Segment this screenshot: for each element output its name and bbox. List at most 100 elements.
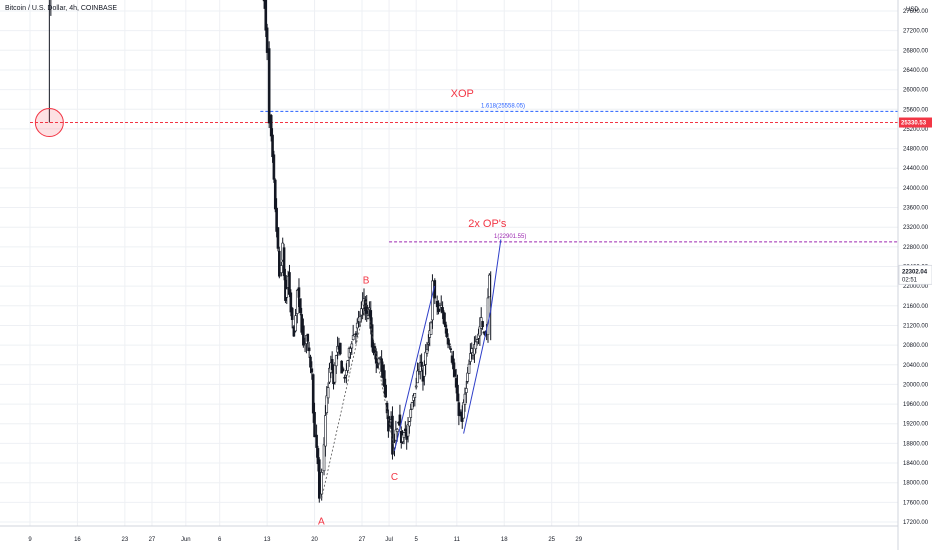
double-op-label: 2x OP's	[468, 218, 507, 230]
candle-body	[358, 316, 362, 323]
price-axis-unit: USD	[906, 7, 919, 13]
candle-body	[334, 355, 338, 367]
y-tick-label: 27200.00	[903, 29, 929, 35]
candle-body	[466, 372, 469, 382]
x-tick-label: 11	[454, 537, 461, 543]
y-tick-label: 22000.00	[903, 284, 929, 290]
candle-body	[354, 333, 358, 335]
x-tick-label: 16	[74, 537, 81, 543]
y-tick-label: 26400.00	[903, 68, 929, 74]
candle-body	[269, 115, 273, 137]
candle-body	[404, 428, 407, 432]
candle-body	[370, 324, 374, 348]
candle-body	[285, 288, 289, 298]
grid	[0, 0, 898, 526]
x-tick-label: 29	[575, 537, 582, 543]
x-tick-label: 20	[311, 537, 318, 543]
candle-body	[475, 339, 479, 343]
channel-2-extension	[490, 239, 502, 311]
candle-body	[427, 342, 430, 345]
symbol-title[interactable]: Bitcoin / U.S. Dollar, 4h, COINBASE	[5, 5, 118, 12]
candle-body	[420, 361, 423, 367]
candle-body	[306, 333, 310, 342]
candle-body	[315, 434, 318, 448]
candle-body	[300, 314, 303, 333]
wave-c-label: C	[391, 472, 398, 483]
price-tags: 25330.53 22302.04 02:51	[898, 117, 932, 285]
drawings: A B C XOP 2x OP's	[318, 88, 507, 527]
candle-body	[341, 368, 345, 371]
y-tick-label: 20000.00	[903, 382, 929, 388]
candle-body	[302, 325, 305, 346]
candle-body	[425, 349, 429, 354]
circle-marker	[34, 108, 64, 138]
y-tick-label: 18800.00	[903, 441, 929, 447]
candle-body	[449, 348, 453, 350]
candle-body	[288, 272, 291, 295]
y-tick-label: 23200.00	[903, 225, 929, 231]
y-tick-label: 24000.00	[903, 186, 929, 192]
candle-body	[276, 227, 280, 249]
candle-body	[465, 388, 468, 393]
xop-label-text: 1.618(25558.05)	[481, 103, 525, 109]
candle-body	[359, 308, 363, 316]
candle-body	[351, 335, 355, 341]
candle-body	[456, 384, 459, 402]
candle-body	[413, 392, 417, 398]
y-tick-label: 25200.00	[903, 127, 929, 133]
candle-body	[431, 280, 434, 321]
candle-body	[299, 298, 302, 314]
candle-body	[423, 365, 426, 377]
candle-body	[338, 342, 342, 355]
x-tick-label: 6	[218, 537, 222, 543]
candle-body	[469, 353, 472, 362]
x-tick-label: 25	[548, 537, 555, 543]
candle-body	[444, 321, 447, 328]
candle-body	[326, 387, 330, 399]
candle-body	[462, 402, 465, 419]
y-tick-label: 26800.00	[903, 48, 929, 54]
xop-label: XOP	[451, 88, 474, 100]
y-tick-label: 17600.00	[903, 500, 929, 506]
candle-body	[445, 328, 448, 337]
price-axis-ticks[interactable]: 27600.00 27200.00 26800.00 26400.00 26000.00…	[903, 9, 929, 526]
candle-body	[267, 48, 271, 124]
candle-body	[346, 360, 350, 371]
candle-body	[320, 472, 323, 495]
candle-body	[452, 358, 455, 370]
y-tick-label: 21600.00	[903, 304, 929, 310]
y-tick-label: 22800.00	[903, 245, 929, 251]
candle-body	[324, 415, 327, 447]
candle-body	[307, 347, 311, 352]
candle-body	[414, 385, 418, 388]
candle-body	[295, 289, 299, 314]
candle-body	[463, 393, 467, 405]
y-tick-label: 18400.00	[903, 461, 929, 467]
candle-body	[273, 179, 277, 210]
candle-body	[271, 134, 274, 158]
y-tick-label: 21200.00	[903, 323, 929, 329]
candle-body	[292, 326, 296, 337]
candle-body	[275, 207, 278, 232]
countdown-tag-text: 02:51	[902, 277, 918, 283]
candle-body	[482, 331, 486, 334]
candle-body	[402, 432, 406, 438]
candle-body	[409, 409, 413, 418]
zigzag-segment	[321, 300, 367, 499]
candle-body	[294, 315, 297, 332]
candle-body	[383, 370, 386, 387]
marked-level-tag-text: 25330.53	[901, 121, 927, 127]
candle-body	[488, 274, 491, 298]
candle-body	[309, 356, 312, 368]
time-axis-ticks[interactable]: 9 16 23 27 Jun 6 13 20 27 Jul 5 11 18 25 29	[28, 537, 582, 543]
last-price-tag-text: 22302.04	[902, 269, 928, 275]
candle-body	[264, 0, 268, 31]
candle-body	[278, 250, 281, 277]
candle-body	[429, 322, 433, 335]
y-tick-label: 24800.00	[903, 147, 929, 153]
wave-b-label: B	[363, 276, 370, 287]
wave-a-label: A	[318, 516, 325, 527]
candle-body	[265, 27, 269, 53]
